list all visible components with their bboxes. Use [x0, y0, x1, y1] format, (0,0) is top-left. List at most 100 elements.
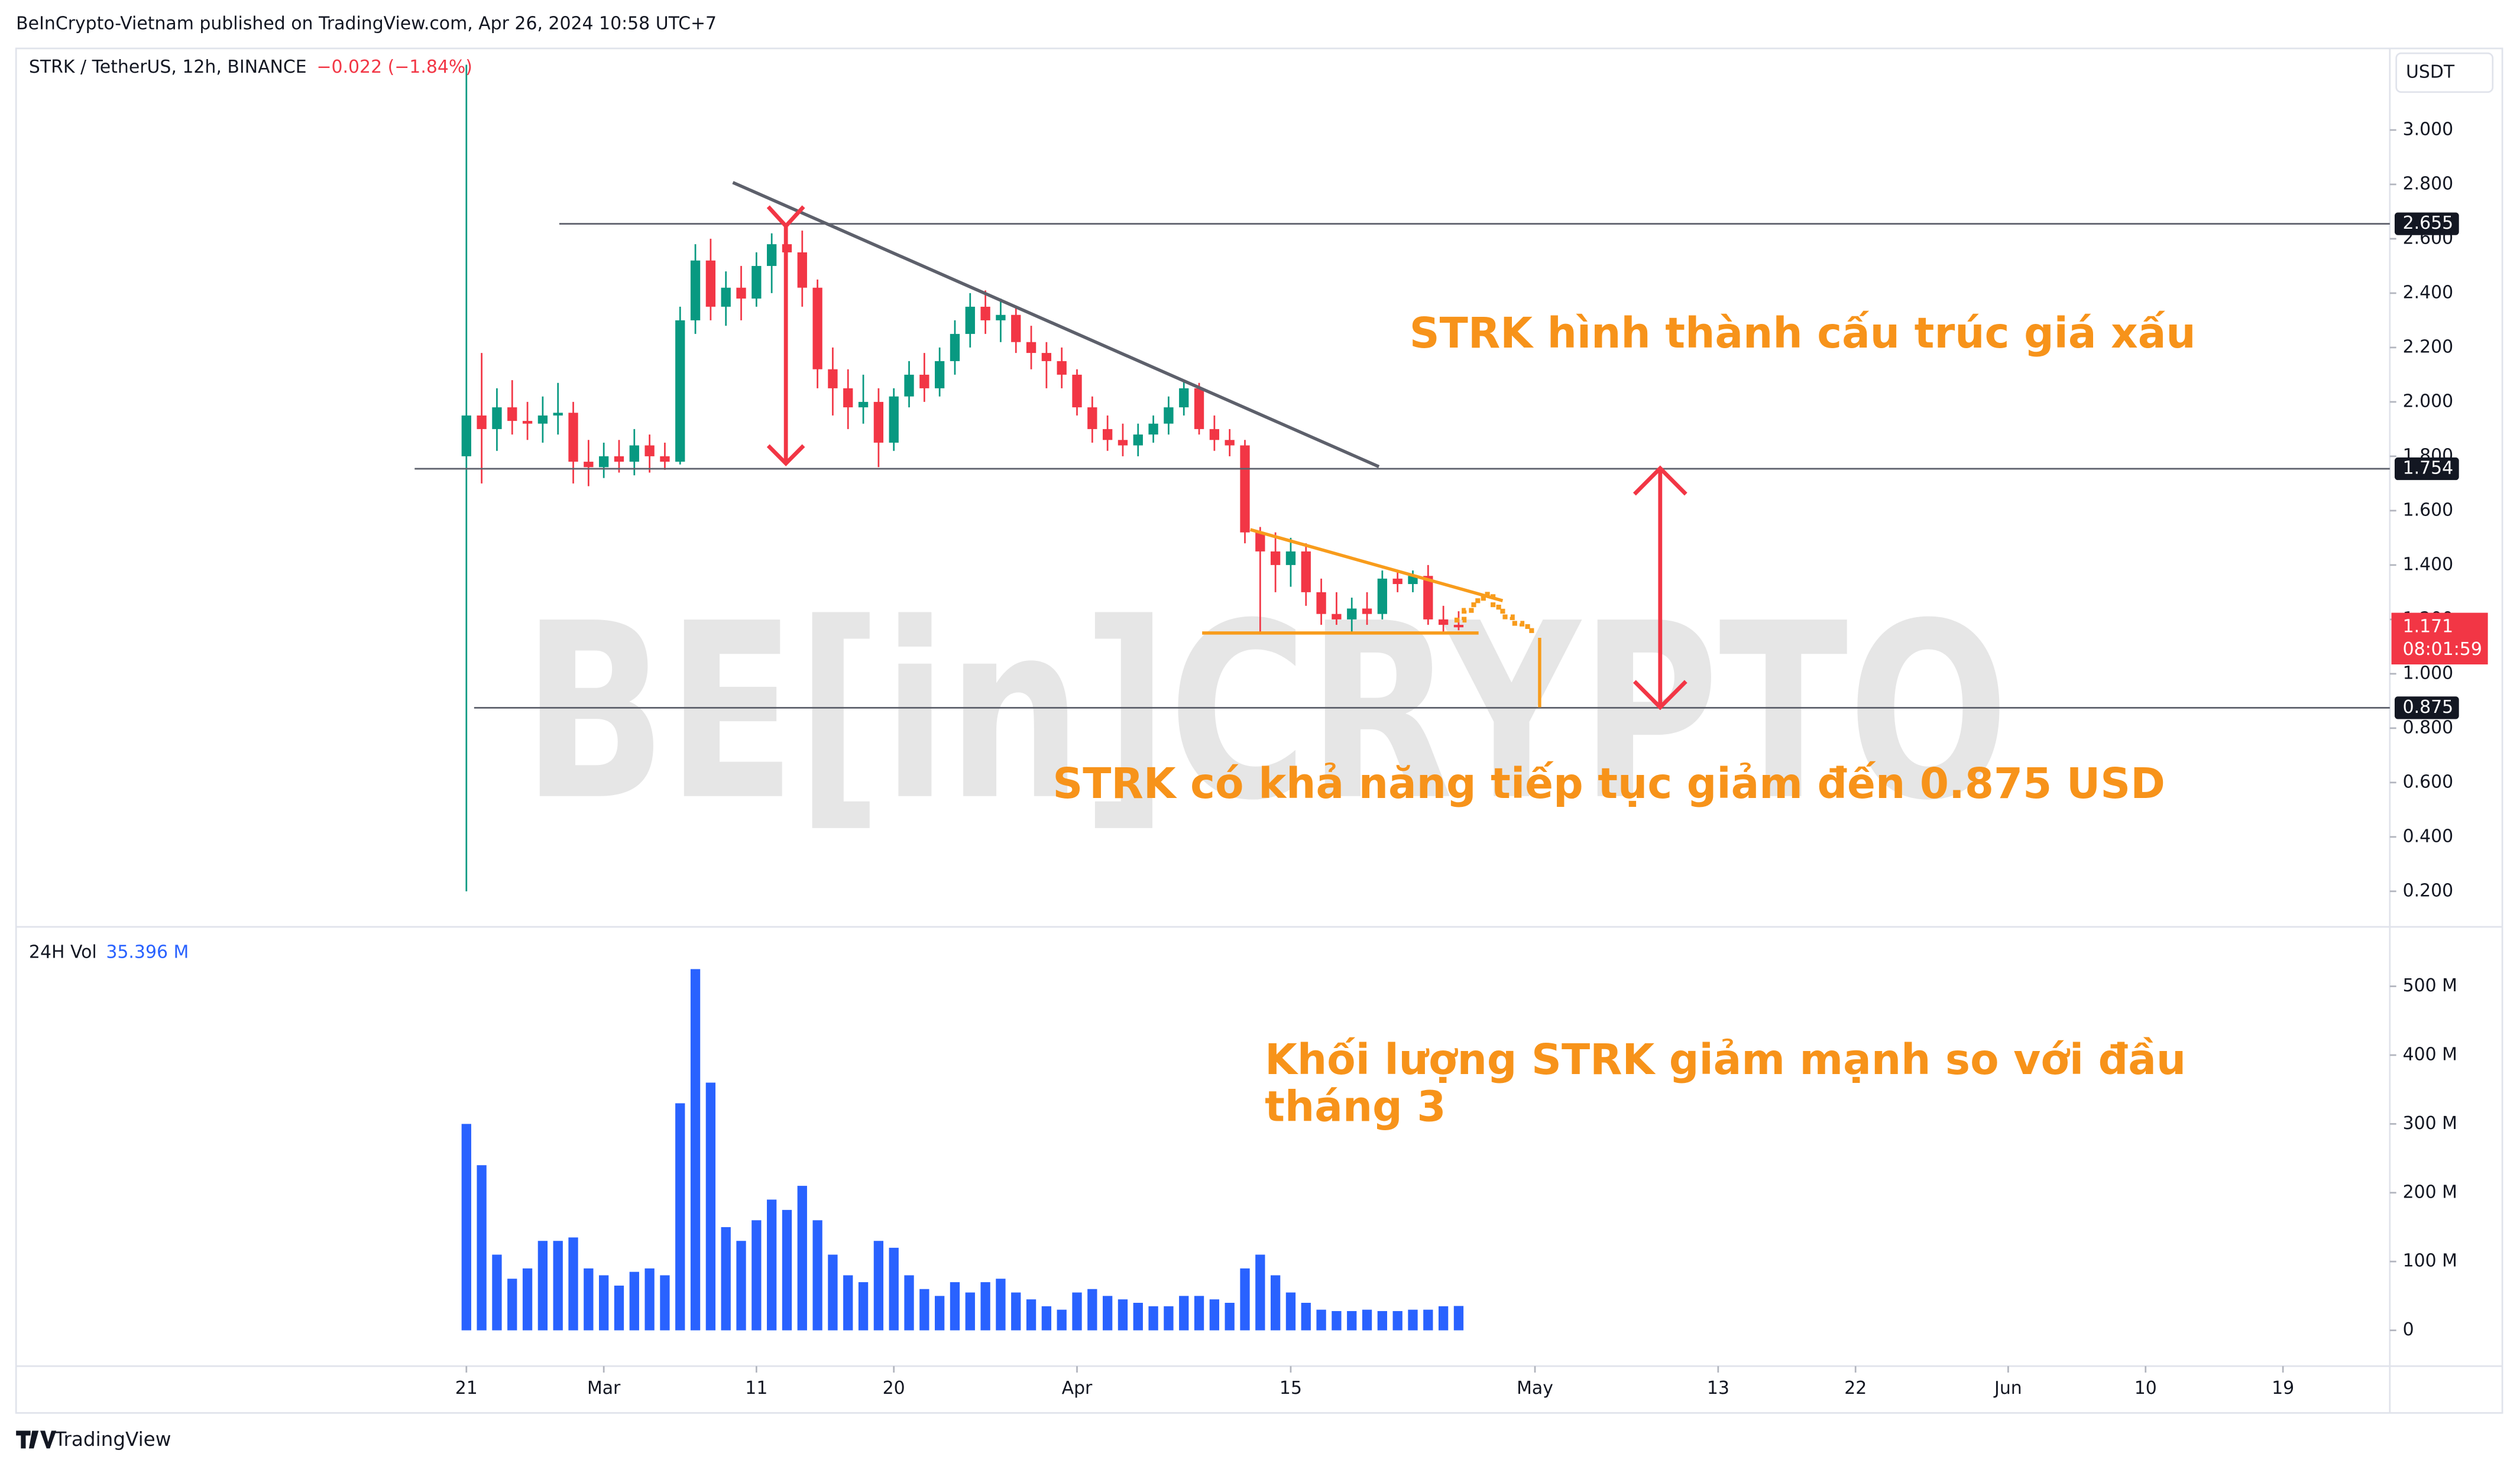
volume-title: 24H Vol — [29, 942, 97, 962]
candle-body — [1285, 551, 1296, 565]
x-tick-label: 10 — [2134, 1378, 2157, 1399]
volume-bar — [996, 1279, 1006, 1331]
volume-bar — [705, 1082, 716, 1331]
symbol: STRK / TetherUS, 12h, BINANCE — [29, 57, 307, 77]
candle-body — [705, 260, 716, 307]
candle-body — [644, 445, 655, 456]
volume-bar — [568, 1237, 578, 1331]
volume-bar — [965, 1292, 975, 1331]
candle-body — [1225, 440, 1235, 446]
volume-bar — [1209, 1299, 1220, 1331]
candle-body — [1148, 423, 1158, 435]
candle-body — [1408, 576, 1418, 585]
annotation: STRK có khả năng tiếp tục giảm đến 0.875… — [1052, 759, 2165, 808]
candle-body — [1362, 608, 1372, 614]
candle-body — [919, 374, 929, 388]
candle-body — [1270, 551, 1281, 565]
publisher: BeInCrypto-Vietnam published on TradingV… — [16, 13, 717, 34]
volume-bar — [980, 1282, 990, 1331]
volume-bar — [950, 1282, 960, 1331]
candle-body — [1332, 614, 1342, 619]
volume-bar — [1102, 1296, 1113, 1331]
x-tick-label: 15 — [1280, 1378, 1302, 1399]
arrow-1 — [766, 205, 805, 466]
candle-body — [537, 415, 548, 424]
candle-body — [843, 388, 853, 408]
candle-body — [629, 445, 639, 462]
volume-bar — [1285, 1292, 1296, 1331]
volume-bar — [1240, 1268, 1250, 1331]
y-tick-label: 2.000 — [2403, 391, 2454, 411]
volume-bar — [904, 1275, 914, 1331]
watermark: BE[in]CRYPTO — [522, 572, 2009, 854]
change: −0.022 (−1.84%) — [316, 57, 472, 77]
volume-bar — [644, 1268, 655, 1331]
volume-bar — [812, 1220, 822, 1331]
candle-body — [797, 252, 807, 288]
candle-body — [1057, 361, 1067, 375]
brand: TradingView — [54, 1428, 171, 1451]
countdown: 08:01:59 — [2403, 639, 2482, 660]
y-tick-label: 500 M — [2403, 975, 2457, 996]
price-label-box — [2394, 696, 2459, 719]
volume-bar — [1377, 1310, 1388, 1331]
volume-bar — [1057, 1309, 1067, 1331]
x-tick-label: 11 — [745, 1378, 767, 1399]
volume-bar — [934, 1296, 945, 1331]
volume-bar — [507, 1279, 517, 1331]
volume-bar — [1072, 1292, 1082, 1331]
currency-box[interactable] — [2395, 52, 2494, 93]
candle-body — [675, 320, 685, 462]
volume-bar — [461, 1124, 471, 1331]
volume-bar — [1118, 1299, 1128, 1331]
x-tick-label: 21 — [455, 1378, 478, 1399]
candle-body — [1133, 434, 1143, 446]
y-tick-label: 400 M — [2403, 1044, 2457, 1065]
currency[interactable]: USDT — [2406, 61, 2455, 82]
y-tick-label: 200 M — [2403, 1182, 2457, 1202]
y-tick-label: 1.000 — [2403, 663, 2454, 683]
volume-bar — [1148, 1306, 1158, 1331]
x-tick-label: 13 — [1707, 1378, 1729, 1399]
y-tick-label: 100 M — [2403, 1251, 2457, 1271]
candle-body — [690, 260, 701, 320]
volume-bar — [553, 1241, 563, 1331]
y-tick-label: 0 — [2403, 1319, 2414, 1340]
candle-body — [507, 407, 517, 421]
candle-body — [1453, 625, 1464, 628]
volume-bar — [492, 1254, 502, 1331]
volume-bar — [782, 1209, 792, 1331]
volume-bar — [721, 1227, 731, 1331]
candle-body — [660, 456, 670, 462]
candle-body — [965, 306, 975, 334]
volume-bar — [1041, 1306, 1052, 1331]
candle-body — [950, 333, 960, 361]
y-tick-label: 0.600 — [2403, 771, 2454, 792]
annotation: tháng 3 — [1265, 1082, 1446, 1131]
candle-body — [812, 287, 822, 369]
candle-body — [828, 369, 838, 388]
volume-bar — [1179, 1296, 1189, 1331]
candle-body — [477, 415, 487, 429]
y-tick-label: 300 M — [2403, 1113, 2457, 1134]
volume-bar — [599, 1275, 609, 1331]
candle-body — [1392, 578, 1402, 585]
candle-body — [1164, 407, 1174, 424]
volume-bar — [873, 1241, 884, 1331]
volume-bar — [690, 969, 701, 1331]
candle-body — [1026, 342, 1036, 353]
volume-bar — [1423, 1309, 1433, 1331]
y-tick-label: 0.800 — [2403, 717, 2454, 738]
last-price-box — [2391, 612, 2488, 665]
volume-bar — [1392, 1310, 1402, 1331]
volume-bar — [1347, 1310, 1357, 1331]
x-tick-label: May — [1517, 1378, 1553, 1399]
arrow-2 — [1633, 465, 1687, 711]
y-tick-label: 1.600 — [2403, 499, 2454, 520]
candle-body — [1255, 532, 1265, 552]
candle-body — [1438, 619, 1449, 625]
candle-body — [767, 244, 777, 266]
candle-body — [873, 401, 884, 443]
candle-body — [1041, 353, 1052, 361]
